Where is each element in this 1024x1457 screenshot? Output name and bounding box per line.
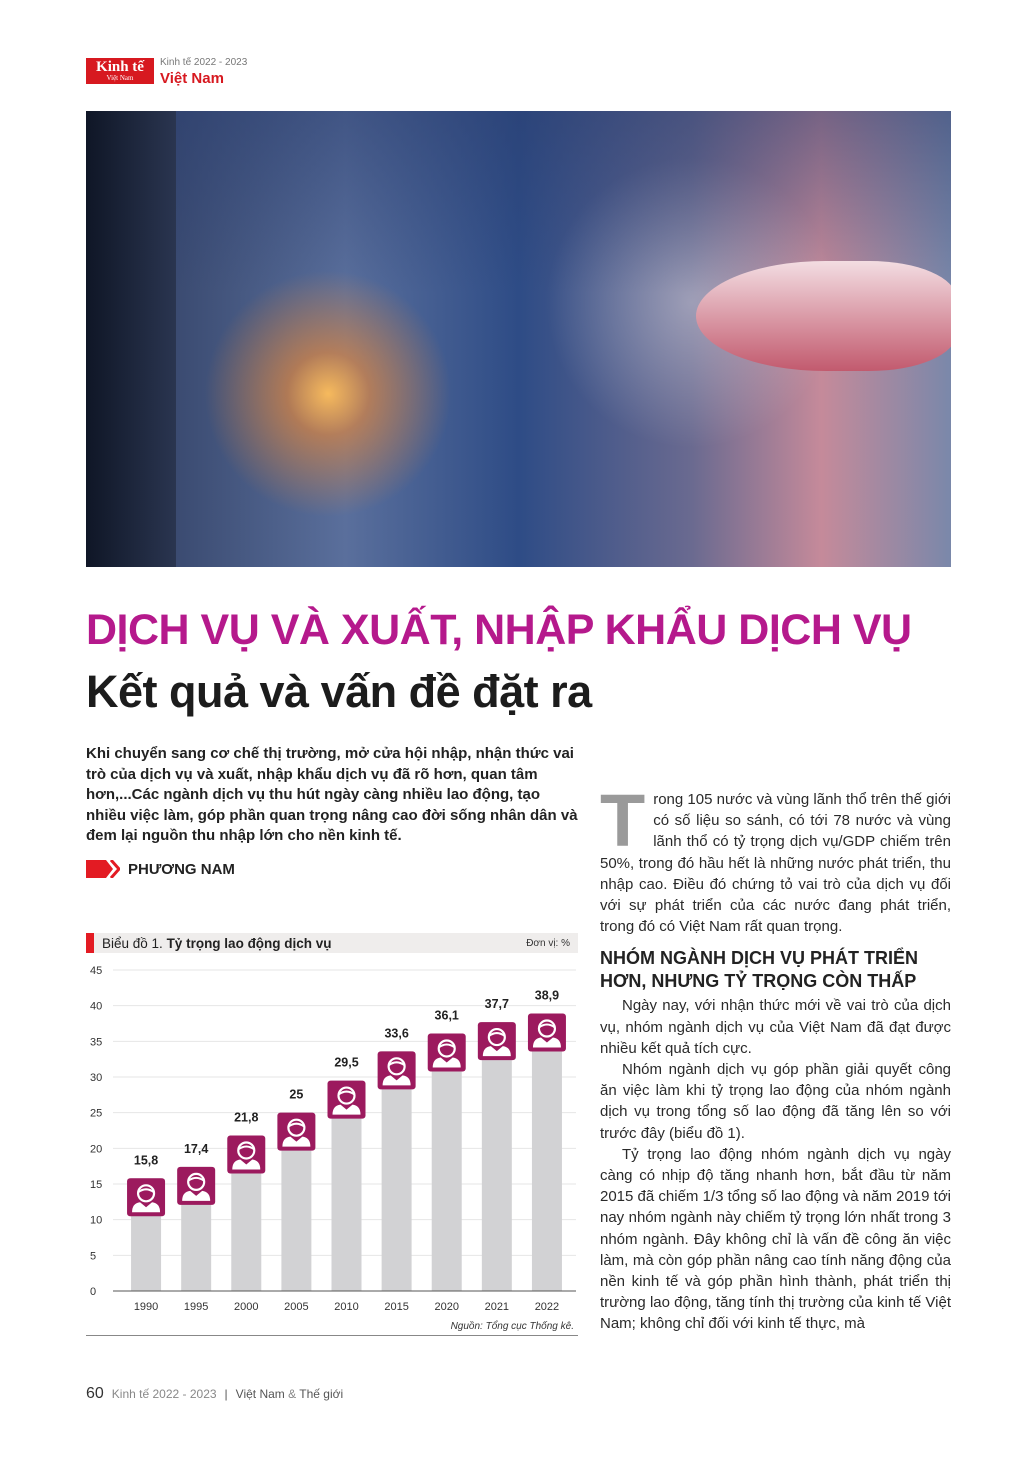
bar — [481, 1022, 512, 1291]
logo-line2: Việt Nam — [106, 74, 134, 82]
worker-icon — [527, 1013, 566, 1052]
y-tick-label: 20 — [90, 1143, 102, 1155]
data-label: 33,6 — [384, 1026, 408, 1040]
article-title: DỊCH VỤ VÀ XUẤT, NHẬP KHẨU DỊCH VỤ — [86, 606, 912, 654]
worker-icon — [177, 1166, 216, 1205]
y-tick-label: 30 — [90, 1072, 102, 1084]
worker-icon — [377, 1051, 416, 1090]
footer-separator: | — [224, 1387, 228, 1401]
chart-unit: Đơn vị: % — [526, 937, 570, 949]
worker-icon — [277, 1112, 316, 1151]
x-tick-label: 2010 — [334, 1301, 358, 1313]
bar — [381, 1051, 412, 1291]
bar-chart: 0 5 10 15 20 25 30 35 40 45 15,8 1990 17,4 1995 21,… — [90, 965, 576, 1313]
footer-edition: Kinh tế 2022 - 2023 — [111, 1387, 217, 1401]
chart-accent-bar — [86, 933, 94, 953]
section-label: Việt Nam — [160, 70, 224, 87]
edition-label: Kinh tế 2022 - 2023 — [160, 57, 248, 68]
y-tick-label: 40 — [90, 1001, 102, 1013]
y-tick-label: 25 — [90, 1108, 102, 1120]
x-tick-label: 2020 — [434, 1301, 458, 1313]
x-tick-label: 2022 — [535, 1301, 559, 1313]
section-heading: NHÓM NGÀNH DỊCH VỤ PHÁT TRIỂN HƠN, NHƯNG… — [600, 948, 918, 992]
worker-icon — [227, 1135, 266, 1174]
data-label: 25 — [289, 1088, 303, 1102]
data-label: 21,8 — [234, 1110, 258, 1124]
x-tick-label: 2000 — [234, 1301, 258, 1313]
data-label: 37,7 — [485, 997, 509, 1011]
data-label: 29,5 — [334, 1056, 358, 1070]
chart-title: Tỷ trọng lao động dịch vụ — [166, 935, 332, 951]
author-name: PHƯƠNG NAM — [128, 860, 235, 878]
y-tick-label: 10 — [90, 1215, 102, 1227]
worker-icon — [327, 1080, 366, 1119]
magazine-logo: Kinh tế Việt Nam — [86, 58, 154, 84]
data-label: 36,1 — [435, 1008, 459, 1022]
page-footer: 60 Kinh tế 2022 - 2023 | Việt Nam & Thế … — [86, 1385, 343, 1403]
paragraph: rong 105 nước và vùng lãnh thổ trên thế … — [600, 791, 951, 936]
airplane-shape — [696, 261, 951, 371]
page-number: 60 — [86, 1385, 104, 1402]
arrow-icon — [86, 860, 120, 878]
worker-icon — [477, 1022, 516, 1061]
paragraph: Tỷ trọng lao động nhóm ngành dịch vụ ngà… — [600, 1145, 951, 1333]
data-label: 15,8 — [134, 1153, 158, 1167]
worker-icon — [127, 1178, 166, 1217]
data-label: 38,9 — [535, 989, 559, 1003]
data-label: 17,4 — [184, 1142, 208, 1156]
x-tick-label: 2015 — [384, 1301, 408, 1313]
chart-header: Biểu đồ 1. Tỷ trọng lao động dịch vụ Đơn… — [86, 933, 578, 953]
y-tick-label: 0 — [90, 1286, 96, 1298]
bar — [431, 1033, 462, 1291]
worker-icon — [427, 1033, 466, 1072]
article-lead: Khi chuyển sang cơ chế thị trường, mở cử… — [86, 745, 578, 845]
author-byline: PHƯƠNG NAM — [86, 860, 235, 878]
x-tick-label: 1990 — [134, 1301, 158, 1313]
chart-source: Nguồn: Tổng cục Thống kê. — [450, 1321, 574, 1332]
x-tick-label: 2021 — [485, 1301, 509, 1313]
paragraph: Ngày nay, với nhận thức mới về vai trò c… — [600, 997, 951, 1057]
chart-number: Biểu đồ 1. — [102, 935, 163, 951]
x-tick-label: 2005 — [284, 1301, 308, 1313]
footer-pub: Việt Nam — [235, 1387, 285, 1401]
footer-pub-b: Thế giới — [299, 1387, 344, 1401]
hero-image — [86, 111, 951, 567]
y-tick-label: 45 — [90, 965, 102, 977]
y-tick-label: 35 — [90, 1036, 102, 1048]
drop-cap: T — [600, 779, 646, 862]
x-tick-label: 1995 — [184, 1301, 208, 1313]
paragraph: Nhóm ngành dịch vụ góp phần giải quyết c… — [600, 1061, 951, 1142]
y-tick-label: 5 — [90, 1250, 96, 1262]
footer-amp: & — [288, 1387, 297, 1401]
logo-line1: Kinh tế — [96, 59, 144, 75]
bar — [531, 1013, 562, 1291]
y-tick-label: 15 — [90, 1179, 102, 1191]
divider — [86, 1335, 578, 1336]
article-subtitle: Kết quả và vấn đề đặt ra — [86, 666, 592, 717]
